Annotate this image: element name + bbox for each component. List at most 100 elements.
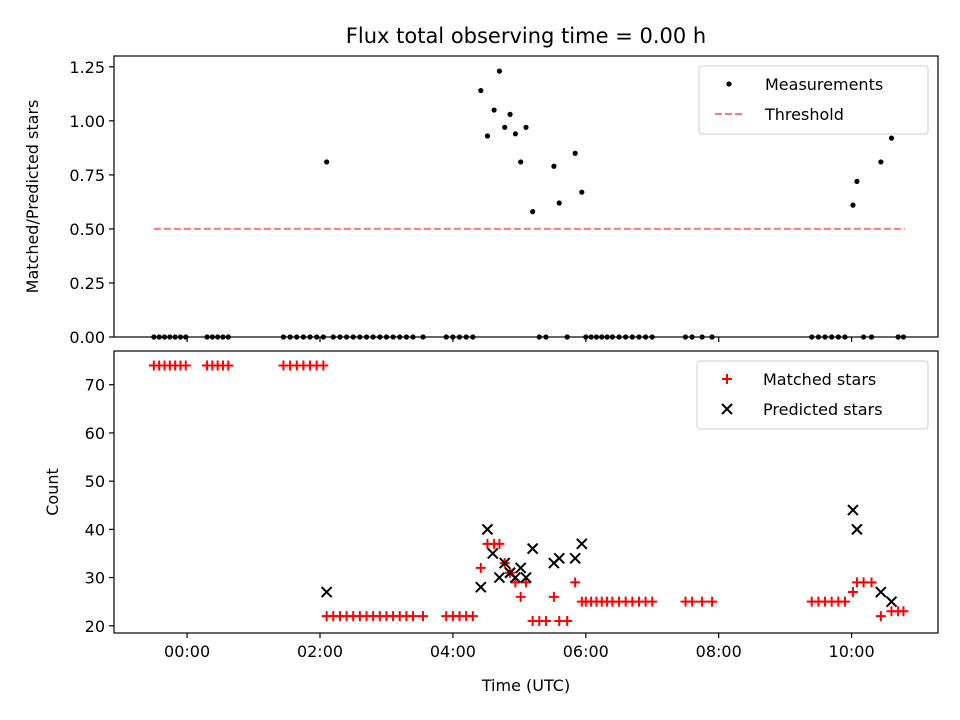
- data-point: [478, 87, 484, 94]
- data-point: [324, 159, 330, 165]
- data-point: [707, 596, 718, 607]
- data-point: [888, 135, 895, 141]
- data-point: [839, 596, 850, 607]
- y-tick-label: 1.00: [69, 112, 105, 131]
- axes-frame: [113, 55, 939, 338]
- data-point: [553, 552, 565, 564]
- x-tick-label: 08:00: [696, 642, 742, 661]
- data-point: [875, 611, 886, 622]
- data-point: [576, 538, 588, 550]
- data-point: [487, 547, 499, 560]
- data-point: [491, 107, 497, 113]
- data-point: [851, 523, 863, 536]
- axes-frame: [113, 350, 939, 634]
- legend: Matched stars Predicted stars: [696, 360, 929, 430]
- data-point: [521, 577, 531, 588]
- data-point: [514, 562, 527, 574]
- y-tick-label: 70: [85, 376, 105, 395]
- y-tick-label: 0.25: [69, 274, 105, 293]
- bottom-panel: 00:00 02:00 04:00 06:00 08:00 10:00 20 30 40 50 60…: [43, 350, 939, 695]
- data-point: [467, 611, 478, 622]
- series-measurements: [151, 68, 907, 340]
- legend-box: [696, 360, 929, 430]
- y-axis-label: Count: [43, 468, 62, 516]
- y-tick-label: 0.75: [69, 166, 105, 185]
- data-point: [885, 595, 898, 608]
- y-tick-label: 30: [85, 569, 105, 588]
- x-axis-label: Time (UTC): [481, 676, 570, 695]
- data-point: [548, 591, 559, 602]
- legend-label: Matched stars: [763, 370, 876, 389]
- data-point: [847, 504, 859, 516]
- data-point: [520, 571, 532, 584]
- data-point: [875, 586, 887, 598]
- y-tick-label: 60: [85, 424, 105, 443]
- data-point: [562, 615, 573, 626]
- data-point: [512, 131, 518, 137]
- data-point: [493, 571, 506, 584]
- top-panel: Flux total observing time = 0.00 h 0.00 0.…: [23, 24, 939, 347]
- data-point: [494, 538, 505, 549]
- data-point: [475, 581, 487, 593]
- x-tick-label: 04:00: [430, 642, 476, 661]
- legend-label: Predicted stars: [763, 400, 883, 419]
- data-point: [509, 571, 522, 584]
- legend-label: Measurements: [765, 75, 883, 94]
- data-point: [481, 523, 494, 536]
- data-point: [526, 542, 539, 555]
- data-point: [540, 615, 551, 626]
- data-point: [878, 159, 884, 165]
- data-point: [579, 189, 585, 195]
- data-point: [556, 200, 562, 206]
- data-point: [502, 124, 508, 130]
- data-point: [551, 163, 557, 169]
- data-point: [570, 577, 581, 588]
- legend-label: Threshold: [764, 105, 844, 124]
- data-point: [180, 360, 191, 371]
- data-point: [320, 586, 333, 598]
- data-point: [647, 596, 658, 607]
- data-point: [496, 68, 503, 74]
- series-predicted-stars: [320, 504, 898, 608]
- data-point: [499, 557, 511, 569]
- x-tick-label: 00:00: [164, 642, 210, 661]
- data-point: [687, 596, 698, 607]
- data-point: [507, 111, 513, 117]
- y-tick-label: 1.25: [69, 58, 105, 77]
- data-point: [530, 209, 536, 215]
- x-tick-label: 02:00: [297, 642, 343, 661]
- data-point: [484, 133, 491, 139]
- x-tick-label: 06:00: [563, 642, 609, 661]
- chart-title: Flux total observing time = 0.00 h: [346, 24, 706, 48]
- data-point: [515, 591, 526, 602]
- data-point: [510, 577, 521, 588]
- legend-marker: [726, 81, 732, 87]
- data-point: [223, 360, 234, 371]
- data-point: [318, 360, 329, 371]
- data-point: [569, 552, 581, 564]
- data-point: [854, 178, 860, 184]
- data-point: [523, 124, 529, 130]
- data-point: [866, 577, 877, 588]
- data-point: [898, 606, 909, 617]
- data-point: [418, 611, 428, 622]
- y-axis-label: Matched/Predicted stars: [23, 100, 42, 294]
- y-tick-label: 0.50: [69, 220, 105, 239]
- legend-box: [698, 65, 929, 135]
- y-tick-label: 0.00: [69, 328, 105, 347]
- data-point: [850, 202, 856, 208]
- y-tick-label: 50: [85, 472, 105, 491]
- x-tick-label: 10:00: [829, 642, 875, 661]
- legend: Measurements Threshold: [698, 65, 929, 135]
- legend-marker: [721, 403, 733, 415]
- data-point: [847, 587, 858, 598]
- y-tick-label: 20: [85, 617, 105, 636]
- data-point: [572, 150, 578, 156]
- legend-marker: [722, 374, 732, 384]
- data-point: [518, 159, 524, 165]
- y-tick-label: 40: [85, 520, 105, 539]
- series-matched-stars: [148, 360, 909, 626]
- data-point: [697, 596, 708, 607]
- data-point: [408, 611, 419, 622]
